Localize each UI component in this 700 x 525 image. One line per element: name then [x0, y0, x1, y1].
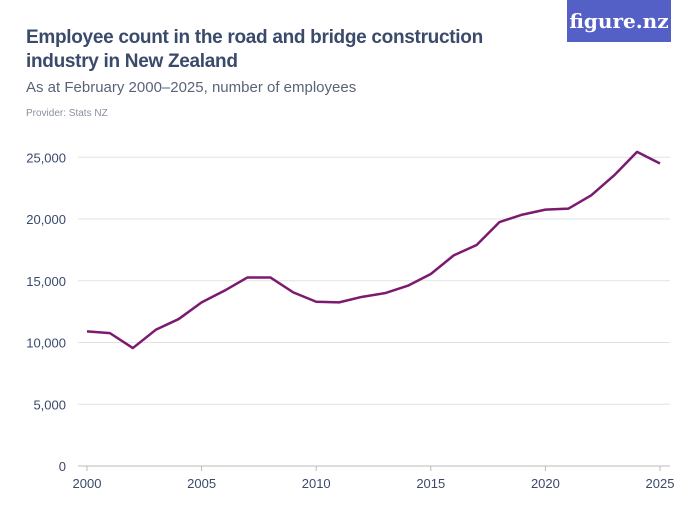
- chart-title: Employee count in the road and bridge co…: [26, 27, 483, 72]
- x-tick-label: 2015: [416, 476, 445, 491]
- x-tick-label: 2025: [646, 476, 675, 491]
- figure-nz-logo[interactable]: figure.nz: [567, 0, 671, 42]
- x-tick-label: 2005: [187, 476, 216, 491]
- x-tick-label: 2000: [73, 476, 102, 491]
- y-tick-label: 10,000: [26, 336, 66, 351]
- x-tick-label: 2020: [531, 476, 560, 491]
- series-line: [86, 150, 661, 350]
- y-tick-label: 15,000: [26, 274, 66, 289]
- y-tick-label: 20,000: [26, 212, 66, 227]
- y-tick-label: 0: [59, 459, 66, 474]
- y-tick-label: 5,000: [33, 397, 66, 412]
- provider-label: Provider: Stats NZ: [26, 108, 108, 119]
- chart-subtitle: As at February 2000–2025, number of empl…: [26, 79, 357, 96]
- y-tick-label: 25,000: [26, 150, 66, 165]
- x-tick-label: 2010: [302, 476, 331, 491]
